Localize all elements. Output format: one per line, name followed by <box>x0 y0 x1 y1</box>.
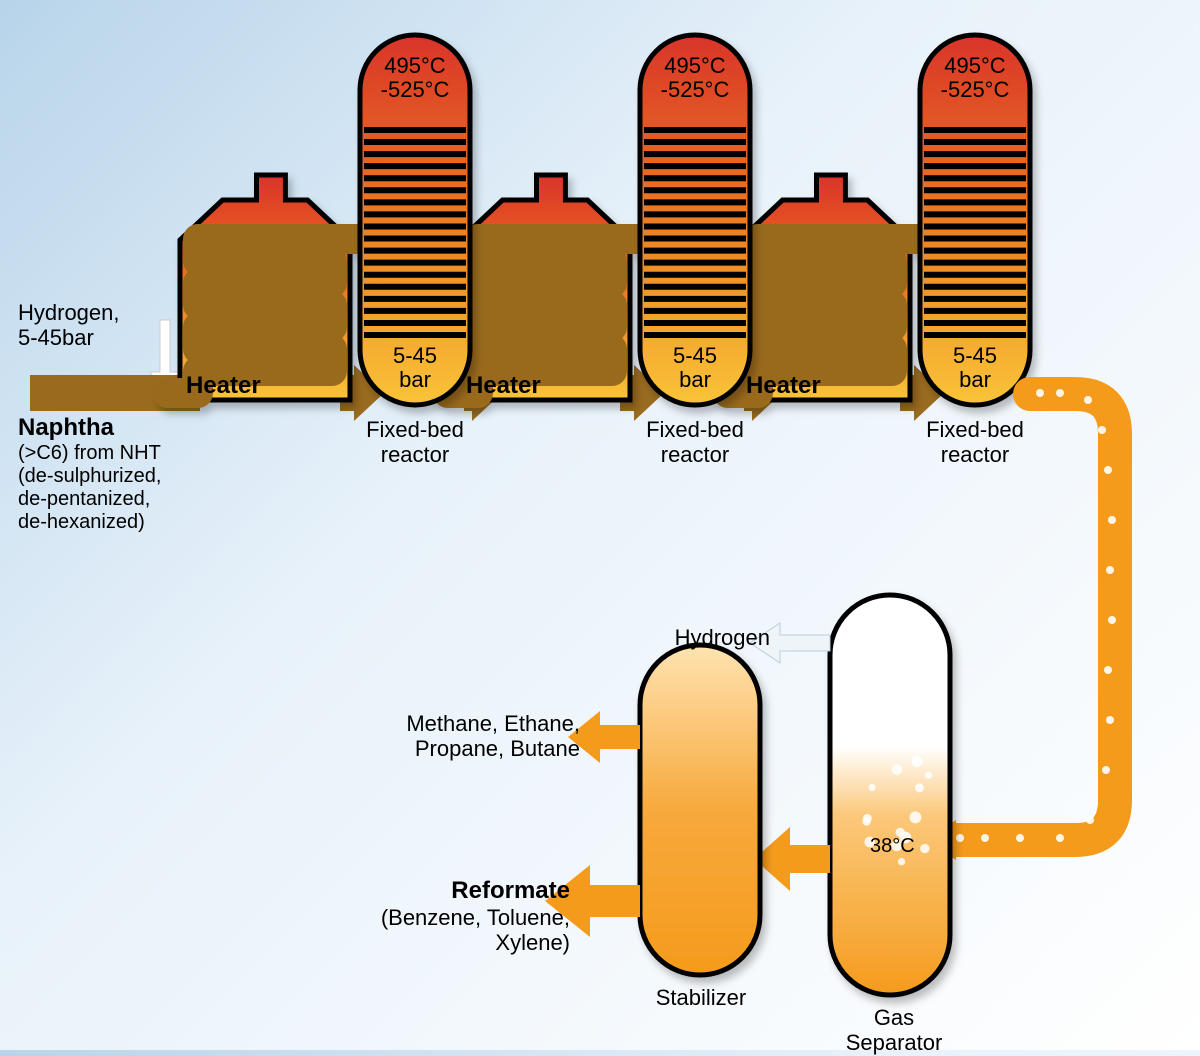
gas-separator <box>830 595 950 995</box>
reformate-title: Reformate <box>330 877 570 905</box>
separator-to-stabilizer-arrow-icon <box>754 827 830 891</box>
heater <box>448 175 652 400</box>
heater <box>168 175 372 400</box>
reactor-pressure: 5-45 <box>370 343 460 368</box>
reformate-detail: (Benzene, Toluene,Xylene) <box>330 905 570 956</box>
naphtha-title: Naphtha <box>18 414 114 442</box>
heater-coil <box>728 239 932 393</box>
hydrogen-in-label: Hydrogen,5-45bar <box>18 300 120 351</box>
heater <box>728 175 932 400</box>
reactor-pressure: 5-45 <box>930 343 1020 368</box>
heater-coil <box>448 239 652 393</box>
heater-coil <box>168 239 372 393</box>
reactor-temp: 495°C <box>370 53 460 78</box>
heater-label: Heater <box>186 372 261 400</box>
stabilizer-caption: Stabilizer <box>636 985 766 1010</box>
separator-caption: GasSeparator <box>824 1005 964 1056</box>
reactor-caption: Fixed-bedreactor <box>620 417 770 468</box>
reactor-temp: 495°C <box>930 53 1020 78</box>
stabilizer <box>640 645 760 975</box>
heater-label: Heater <box>466 372 541 400</box>
heater-label: Heater <box>746 372 821 400</box>
reactor-temp: 495°C <box>650 53 740 78</box>
reactor-caption: Fixed-bedreactor <box>340 417 490 468</box>
light-ends-label: Methane, Ethane,Propane, Butane <box>340 711 580 762</box>
process-diagram <box>0 0 1200 1050</box>
hydrogen-out-label: Hydrogen <box>630 625 770 650</box>
reactor-caption: Fixed-bedreactor <box>900 417 1050 468</box>
separator-temp: 38°C <box>870 835 915 858</box>
naphtha-detail: (>C6) from NHT(de-sulphurized,de-pentani… <box>18 442 161 534</box>
reactor-pressure: 5-45 <box>650 343 740 368</box>
